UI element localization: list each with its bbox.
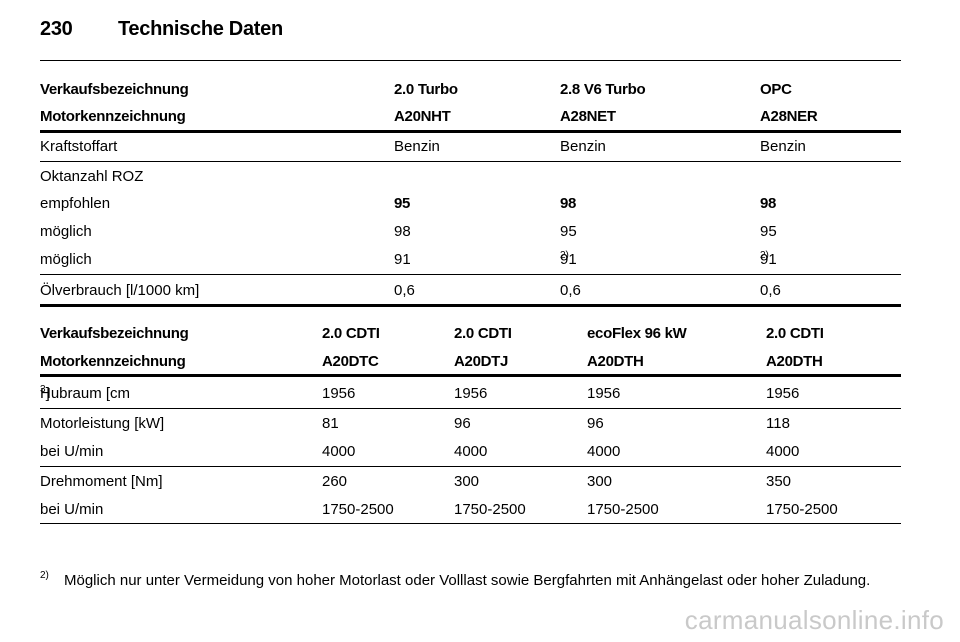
row-divider [40,408,901,409]
table-row: bei U/min 4000 4000 4000 4000 [40,443,800,460]
footnote-ref: 2) [560,250,569,261]
footnote-text: Möglich nur unter Vermeidung von hoher M… [64,572,871,589]
table-header-rule [40,374,901,377]
page-title: Technische Daten [118,18,283,40]
row-divider [40,466,901,467]
table-header-rule [40,130,901,133]
table-row: möglich 91 91 2) 91 2) [40,250,777,269]
page-header: 230 Technische Daten [40,18,283,48]
footnote-mark: 2) [40,570,49,581]
table-row: Kraftstoffart Benzin Benzin Benzin [40,138,806,155]
table-header-row: Motorkennzeichnung A20DTC A20DTJ A20DTH … [40,353,823,370]
table-row: Motorleistung [kW] 81 96 96 118 [40,415,790,432]
row-divider [40,161,901,162]
table-row: möglich 98 95 95 [40,223,777,240]
table-row: bei U/min 1750-2500 1750-2500 1750-2500 … [40,501,838,518]
footnote-ref: 2) [760,250,769,261]
table-row: empfohlen 95 98 98 [40,195,777,212]
row-divider [40,274,901,275]
table-bottom-rule [40,523,901,524]
table-row: Hubraum [cm 3] 1956 1956 1956 1956 [40,384,800,403]
table-row: Drehmoment [Nm] 260 300 300 350 [40,473,792,490]
header-rule [40,60,901,61]
table-row: Ölverbrauch [l/1000 km] 0,6 0,6 0,6 [40,282,781,299]
table-header-row: Motorkennzeichnung A20NHT A28NET A28NER [40,108,818,125]
table-row: Oktanzahl ROZ [40,168,144,185]
table-header-row: Verkaufsbezeichnung 2.0 CDTI 2.0 CDTI ec… [40,325,824,342]
table-header-row: Verkaufsbezeichnung 2.0 Turbo 2.8 V6 Tur… [40,81,792,98]
page-number: 230 [40,18,73,40]
table-bottom-rule [40,304,901,307]
watermark: carmanualsonline.info [684,605,944,635]
